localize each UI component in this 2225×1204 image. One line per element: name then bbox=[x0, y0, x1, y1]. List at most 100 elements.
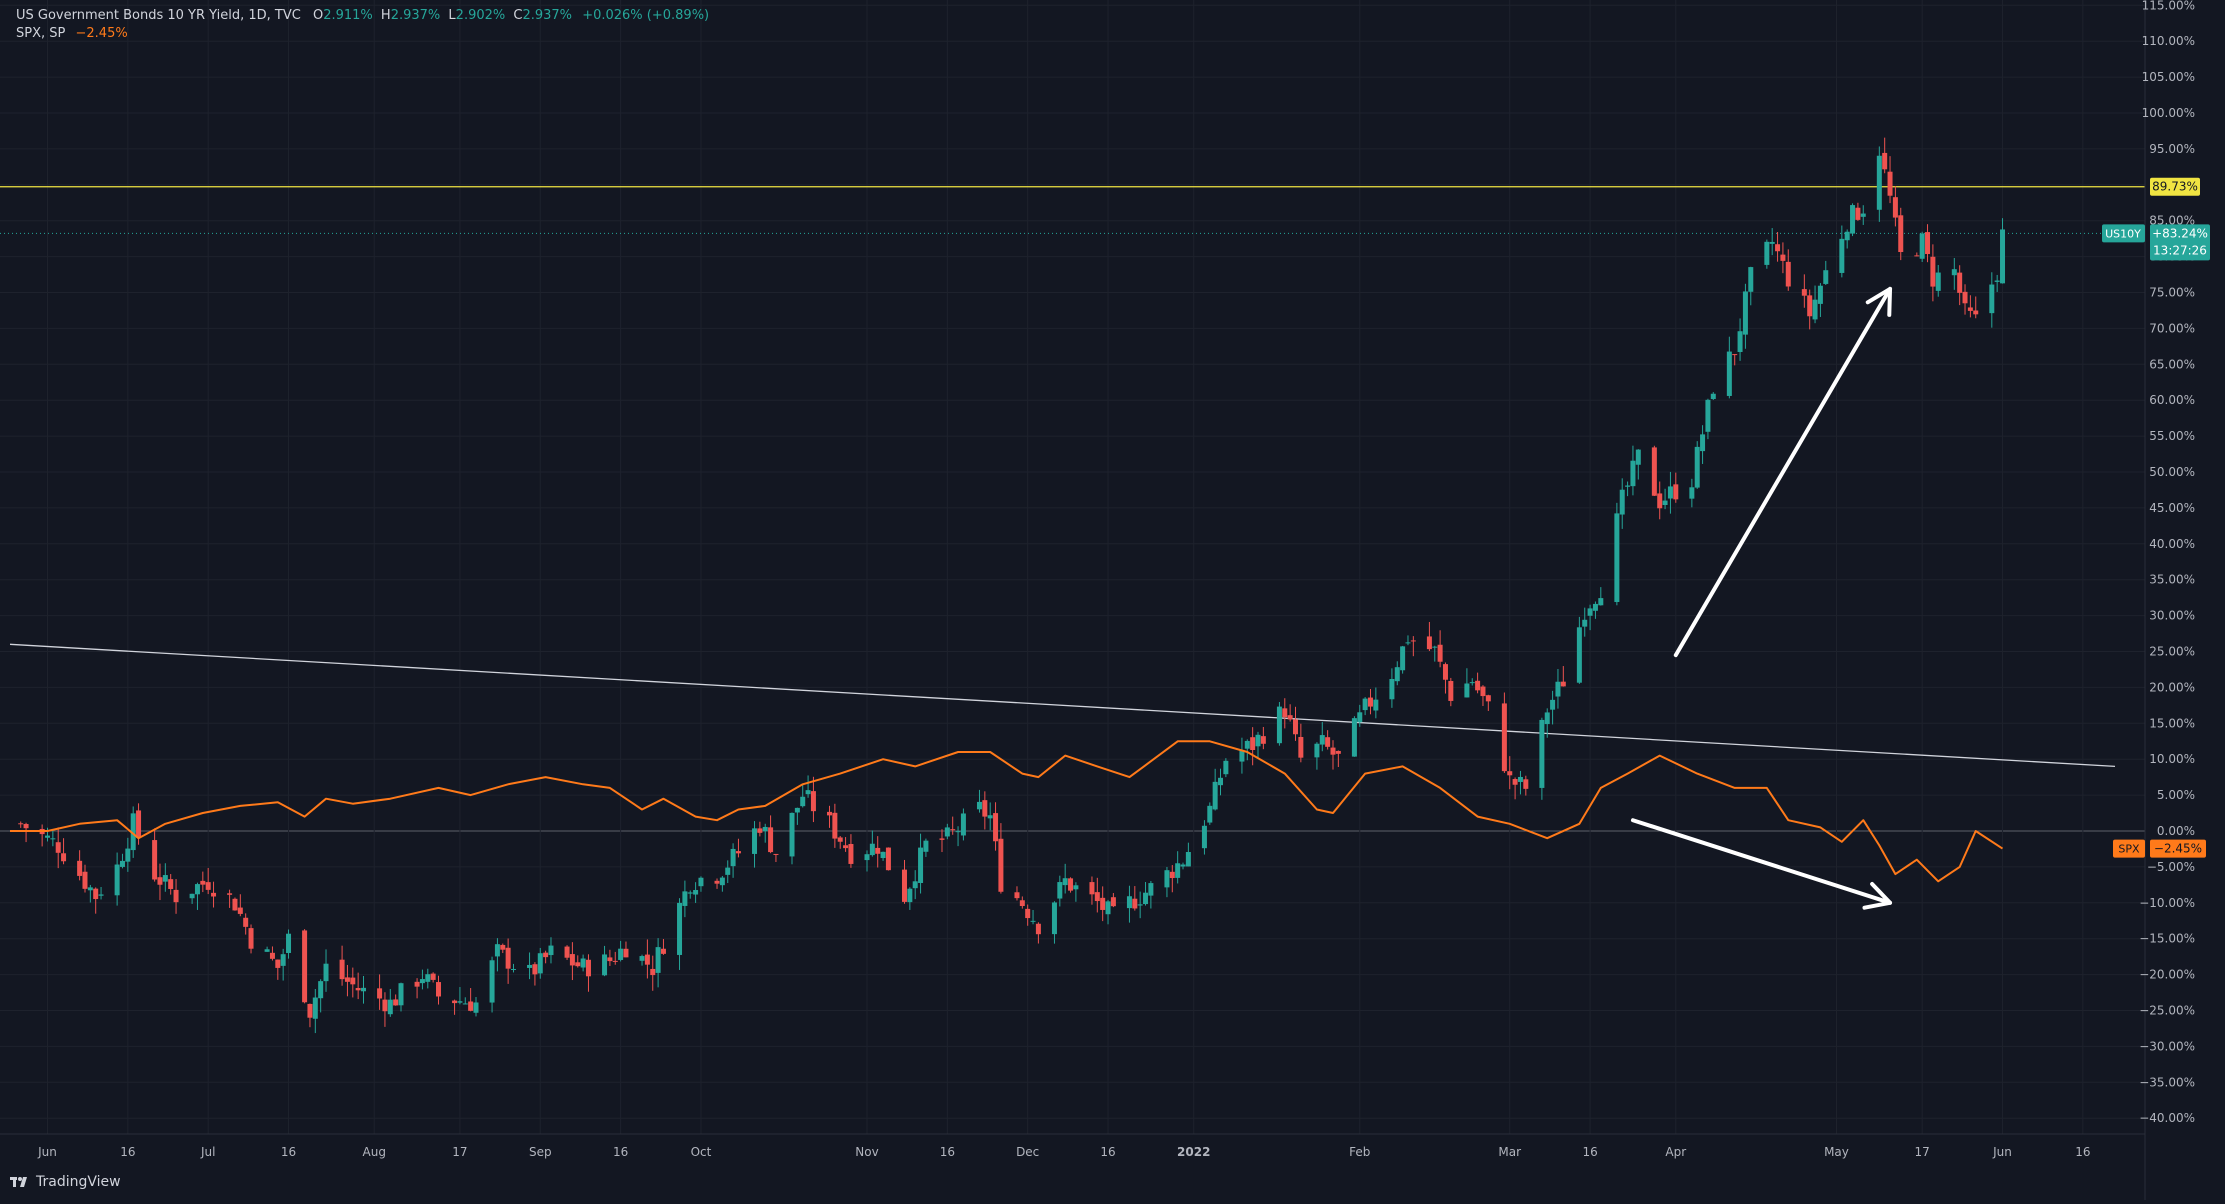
candle-body bbox=[1700, 434, 1706, 452]
grid bbox=[0, 0, 2145, 1134]
spx-change: −2.45% bbox=[75, 26, 128, 41]
candle-body bbox=[87, 887, 93, 891]
candle-body bbox=[1357, 712, 1363, 723]
candle-body bbox=[361, 987, 367, 992]
candle-body bbox=[152, 840, 158, 880]
spx-symbol-tag bbox=[2113, 839, 2145, 858]
us10y-symbol[interactable]: US Government Bonds 10 YR Yield, 1D, TVC bbox=[16, 8, 301, 23]
us10y-candles bbox=[18, 137, 2006, 1034]
candle-body bbox=[998, 838, 1004, 892]
spx-symbol-tag-text: SPX bbox=[2118, 843, 2140, 856]
y-tick-label: 40.00% bbox=[2149, 537, 2195, 551]
candle-body bbox=[1239, 750, 1245, 762]
candle-body bbox=[1105, 901, 1111, 915]
candle-body bbox=[1212, 781, 1218, 810]
y-tick-label: 55.00% bbox=[2149, 429, 2195, 443]
drawings bbox=[0, 186, 2145, 768]
candle-body bbox=[248, 928, 254, 949]
candle-body bbox=[1967, 307, 1973, 311]
y-tick-label: 70.00% bbox=[2149, 321, 2195, 335]
candle-body bbox=[387, 999, 393, 1015]
candle-body bbox=[693, 890, 699, 895]
spx-line bbox=[10, 740, 2004, 883]
y-tick-label: 0.00% bbox=[2157, 824, 2195, 838]
candle-body bbox=[869, 843, 875, 856]
candle-body bbox=[307, 1003, 313, 1018]
candle-body bbox=[1512, 779, 1518, 785]
spx-series bbox=[10, 740, 2004, 883]
us10y-legend-row[interactable]: US Government Bonds 10 YR Yield, 1D, TVC… bbox=[16, 7, 709, 25]
candle-body bbox=[1175, 863, 1181, 878]
y-tick-label: −10.00% bbox=[2139, 896, 2195, 910]
candle-body bbox=[393, 999, 399, 1006]
candle-body bbox=[1164, 870, 1170, 888]
candle-body bbox=[168, 879, 174, 889]
price-labels: 89.73% US10Y +83.24% 13:27:26 SPX −2.45% bbox=[2102, 177, 2210, 858]
candle-body bbox=[1223, 760, 1229, 775]
candle-body bbox=[425, 974, 431, 982]
candle-body bbox=[548, 945, 554, 956]
high-label: H bbox=[380, 8, 391, 23]
x-tick-label: 16 bbox=[281, 1145, 296, 1159]
us10y-countdown-text: 13:27:26 bbox=[2153, 243, 2207, 257]
candle-body bbox=[312, 997, 318, 1019]
candle-body bbox=[1335, 750, 1341, 754]
candle-body bbox=[960, 813, 966, 836]
candle-body bbox=[1973, 310, 1979, 315]
candle-body bbox=[237, 907, 243, 914]
candle-body bbox=[500, 944, 506, 950]
candle-body bbox=[1925, 232, 1931, 255]
candle-body bbox=[1448, 681, 1454, 701]
candle-body bbox=[944, 827, 950, 837]
candle-body bbox=[912, 881, 918, 889]
candle-body bbox=[339, 959, 345, 980]
candle-body bbox=[1587, 608, 1593, 616]
candle-body bbox=[1705, 399, 1711, 432]
candle-body bbox=[1218, 777, 1224, 786]
candle-body bbox=[612, 960, 618, 962]
y-tick-label: 85.00% bbox=[2149, 214, 2195, 228]
candle-body bbox=[414, 981, 420, 987]
candle-body bbox=[1651, 447, 1657, 496]
candle-body bbox=[1544, 712, 1550, 725]
candle-body bbox=[1255, 734, 1261, 747]
candle-body bbox=[1169, 871, 1175, 879]
tradingview-logo[interactable]: TradingView bbox=[10, 1174, 121, 1190]
candle-body bbox=[1100, 897, 1106, 910]
candle-body bbox=[1367, 697, 1373, 707]
candle-body bbox=[1662, 500, 1668, 506]
candle-body bbox=[650, 968, 656, 976]
spx-legend-row[interactable]: SPX, SP −2.45% bbox=[16, 25, 709, 43]
y-tick-label: −15.00% bbox=[2139, 932, 2195, 946]
level-price-text: 89.73% bbox=[2152, 180, 2198, 194]
close-label: C bbox=[513, 8, 523, 23]
candle-body bbox=[1689, 487, 1695, 499]
candle-body bbox=[1550, 699, 1556, 710]
candle-body bbox=[1351, 718, 1357, 757]
open-value: 2.911% bbox=[323, 8, 373, 23]
candle-body bbox=[660, 948, 666, 954]
y-tick-label: 95.00% bbox=[2149, 142, 2195, 156]
candle-body bbox=[644, 954, 650, 965]
candle-body bbox=[719, 877, 725, 886]
candle-body bbox=[950, 829, 956, 831]
candle-body bbox=[1025, 908, 1031, 919]
tradingview-icon bbox=[10, 1177, 27, 1187]
candle-body bbox=[1475, 680, 1481, 691]
candle-body bbox=[1298, 736, 1304, 758]
candle-body bbox=[757, 828, 763, 833]
candle-body bbox=[1394, 667, 1400, 682]
y-tick-label: 75.00% bbox=[2149, 286, 2195, 300]
candle-body bbox=[1812, 299, 1818, 320]
candle-body bbox=[1817, 285, 1823, 304]
spx-symbol[interactable]: SPX, SP bbox=[16, 26, 66, 41]
candle-body bbox=[1389, 678, 1395, 700]
y-tick-label: 5.00% bbox=[2157, 788, 2195, 802]
candle-body bbox=[1180, 864, 1186, 867]
spx-price-tag bbox=[2150, 839, 2206, 858]
candle-body bbox=[1962, 291, 1968, 304]
candle-body bbox=[602, 954, 608, 976]
